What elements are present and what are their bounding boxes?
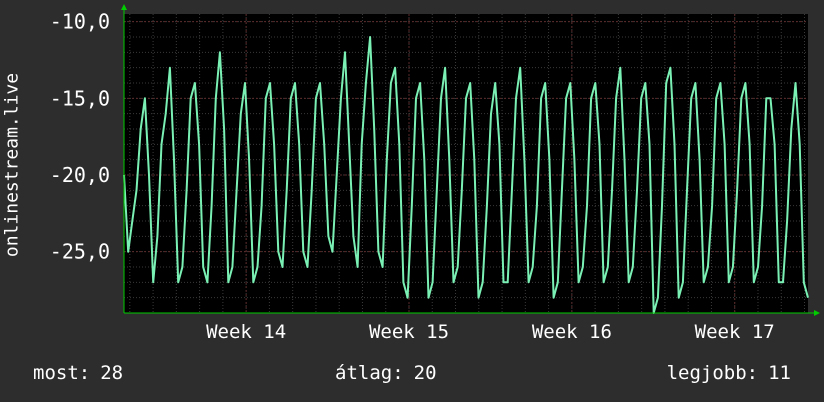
stat-current-label: most: [33,362,91,384]
y-ticks: -10,0 -15,0 -20,0 -25,0 [50,10,110,264]
x-tick-label: Week 17 [695,321,775,343]
stat-best-label: legjobb: [666,362,759,384]
series-line [123,36,809,314]
stat-best-value: 11 [768,362,791,384]
y-axis-label: onlinestream.live [1,72,23,258]
axes [121,4,820,316]
x-tick-label: Week 15 [369,321,449,343]
stat-current: most: 28 [33,362,123,384]
x-tick-label: Week 14 [206,321,286,343]
y-tick-label: -20,0 [50,163,110,187]
stats-bar: most: 28 átlag: 20 legjobb: 11 [0,362,824,390]
stat-average-label: átlag: [335,362,404,384]
x-axis-arrow [814,310,820,316]
grid [124,14,808,314]
x-tick-label: Week 16 [532,321,612,343]
plot-area [124,14,808,313]
y-tick-label: -15,0 [50,86,110,110]
stat-average: átlag: 20 [335,362,437,384]
y-axis-arrow [121,4,127,10]
stat-current-value: 28 [100,362,124,384]
series-lines [123,36,809,314]
y-tick-label: -25,0 [50,240,110,264]
y-tick-label: -10,0 [50,10,110,34]
x-ticks: Week 14 Week 15 Week 16 Week 17 [206,321,775,343]
stat-average-value: 20 [413,362,437,384]
stat-best: legjobb: 11 [667,362,791,384]
